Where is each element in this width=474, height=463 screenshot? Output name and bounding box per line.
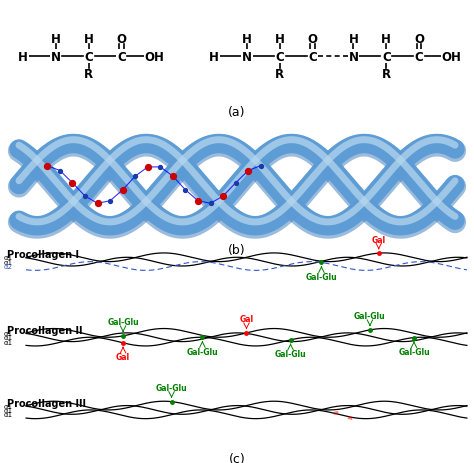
Text: OH: OH [442,50,462,63]
Point [119,187,127,194]
Text: H: H [242,33,252,46]
Point [94,200,101,207]
Point [194,198,202,205]
Text: ss: ss [347,414,355,420]
Text: (b): (b) [228,244,246,257]
Text: (c): (c) [228,452,246,463]
Text: Procollagen III: Procollagen III [7,398,86,408]
Text: Procollagen I: Procollagen I [7,250,79,260]
Text: N: N [51,50,61,63]
Text: H: H [381,33,391,46]
Text: α1: α1 [4,259,13,265]
Point [69,180,76,187]
Point [169,173,177,181]
Text: ss: ss [333,409,340,415]
Text: Gal: Gal [239,315,254,324]
Text: Gal-Glu: Gal-Glu [398,347,430,356]
Text: Gal-Glu: Gal-Glu [354,312,386,321]
Point [119,187,127,194]
Point [245,168,252,175]
Text: α1: α1 [4,403,13,409]
Point [219,193,227,200]
Text: α1: α1 [4,407,13,413]
Text: C: C [415,50,423,63]
Point [232,180,239,187]
Text: α2: α2 [4,263,13,269]
Text: Gal: Gal [372,235,386,244]
Text: H: H [18,50,28,63]
Point [106,198,114,205]
Text: R: R [275,68,284,81]
Text: Procollagen II: Procollagen II [7,325,82,335]
Text: C: C [382,50,391,63]
Text: α1: α1 [4,412,13,417]
Point [219,193,227,200]
Text: H: H [84,33,93,46]
Text: R: R [84,68,93,81]
Point [44,163,51,170]
Text: C: C [275,50,284,63]
Text: O: O [308,33,318,46]
Text: Gal: Gal [116,352,130,362]
Point [56,168,64,175]
Point [44,163,51,170]
Point [131,173,139,181]
Point [69,180,76,187]
Point [144,164,152,171]
Point [245,168,252,175]
Text: C: C [308,50,317,63]
Text: α1: α1 [4,255,13,261]
Point [257,163,264,170]
Text: O: O [117,33,127,46]
Point [182,187,189,194]
Text: H: H [348,33,358,46]
Point [207,200,214,207]
Text: H: H [275,33,285,46]
Point [94,200,101,207]
Point [194,198,202,205]
Text: (a): (a) [228,106,246,119]
Text: α1: α1 [4,330,13,336]
Text: N: N [348,50,358,63]
Text: α1: α1 [4,335,13,340]
Text: H: H [210,50,219,63]
Text: C: C [84,50,93,63]
Point [169,173,177,181]
Text: O: O [414,33,424,46]
Text: α1: α1 [4,339,13,345]
Text: Gal-Glu: Gal-Glu [107,318,139,327]
Text: N: N [242,50,252,63]
Text: C: C [117,50,126,63]
Text: R: R [382,68,391,81]
Text: Gal-Glu: Gal-Glu [275,350,306,358]
Point [156,164,164,171]
Text: Gal-Glu: Gal-Glu [187,347,218,356]
Point [81,193,89,200]
Text: OH: OH [144,50,164,63]
Text: H: H [51,33,61,46]
Text: Gal-Glu: Gal-Glu [156,383,187,392]
Text: Gal-Glu: Gal-Glu [306,272,337,281]
Point [144,164,152,171]
